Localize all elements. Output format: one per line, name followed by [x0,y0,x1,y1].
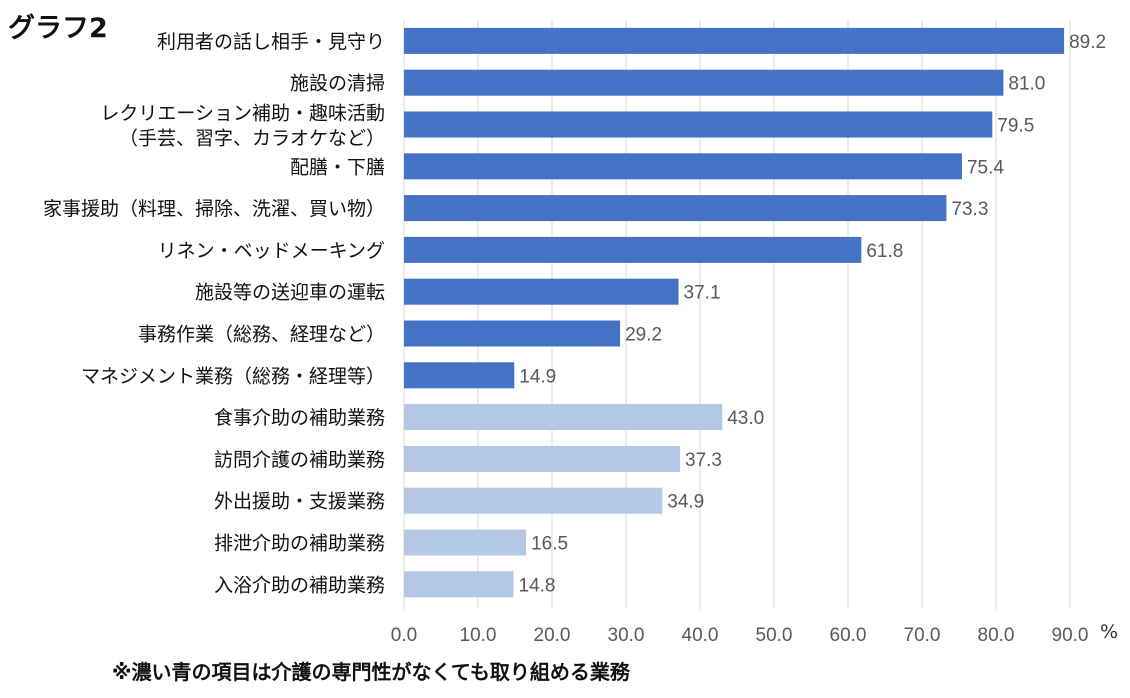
category-label: 配膳・下膳 [290,156,385,178]
category-label: 事務作業（総務、経理など） [138,324,385,346]
bar [404,153,962,180]
data-label: 16.5 [531,534,568,555]
data-label: 73.3 [951,199,988,220]
data-label: 61.8 [866,241,903,262]
category-label-line: （手芸、習字、カラオケなど） [119,128,385,150]
bar [404,487,663,514]
bar [404,195,947,222]
data-label: 14.9 [519,366,556,387]
category-label: 施設等の送迎車の運転 [195,282,385,304]
data-label: 79.5 [997,116,1034,137]
bar [404,445,681,472]
category-label: リネン・ベッドメーキング [158,240,385,262]
x-tick-label: 70.0 [904,625,941,646]
category-label: レクリエーション補助・趣味活動 （手芸、習字、カラオケなど） [100,103,385,150]
x-tick-label: 20.0 [534,625,571,646]
bar [404,529,527,556]
x-tick-label: 80.0 [978,625,1015,646]
data-label: 75.4 [967,157,1004,178]
category-label-line: レクリエーション補助・趣味活動 [100,103,385,125]
data-label: 81.0 [1008,74,1045,95]
data-label: 37.1 [684,283,721,304]
x-tick-label: 90.0 [1052,625,1089,646]
category-label: 施設の清掃 [290,73,385,95]
bar [404,404,723,431]
bar [404,111,993,138]
footnote: ※濃い青の項目は介護の専門性がなくても取り組める業務 [112,660,630,684]
x-tick-label: 30.0 [608,625,645,646]
category-label: 排泄介助の補助業務 [214,533,385,555]
graph-title: グラフ2 [8,13,108,44]
bar [404,362,515,389]
bar [404,236,862,263]
data-label: 37.3 [685,450,722,471]
x-tick-label: 0.0 [391,625,417,646]
bar [404,69,1004,96]
category-label: 訪問介護の補助業務 [214,449,385,471]
data-label: 14.8 [519,575,556,596]
category-label: 入浴介助の補助業務 [214,574,385,596]
data-label: 34.9 [667,492,704,513]
category-label: 家事援助（料理、掃除、洗濯、買い物） [43,198,385,220]
bar [404,320,621,347]
axis-unit: % [1100,621,1119,643]
category-label: 利用者の話し相手・見守り [157,31,385,53]
x-tick-label: 50.0 [756,625,793,646]
data-label: 89.2 [1069,32,1106,53]
bar [404,278,679,305]
category-label: マネジメント業務（総務・経理等） [81,365,385,387]
data-label: 29.2 [625,325,662,346]
category-label: 外出援助・支援業務 [214,491,385,513]
data-label: 43.0 [727,408,764,429]
x-tick-label: 60.0 [830,625,867,646]
x-tick-label: 10.0 [460,625,497,646]
x-tick-label: 40.0 [682,625,719,646]
category-label: 食事介助の補助業務 [214,407,385,429]
bar [404,571,514,598]
bar [404,27,1065,54]
